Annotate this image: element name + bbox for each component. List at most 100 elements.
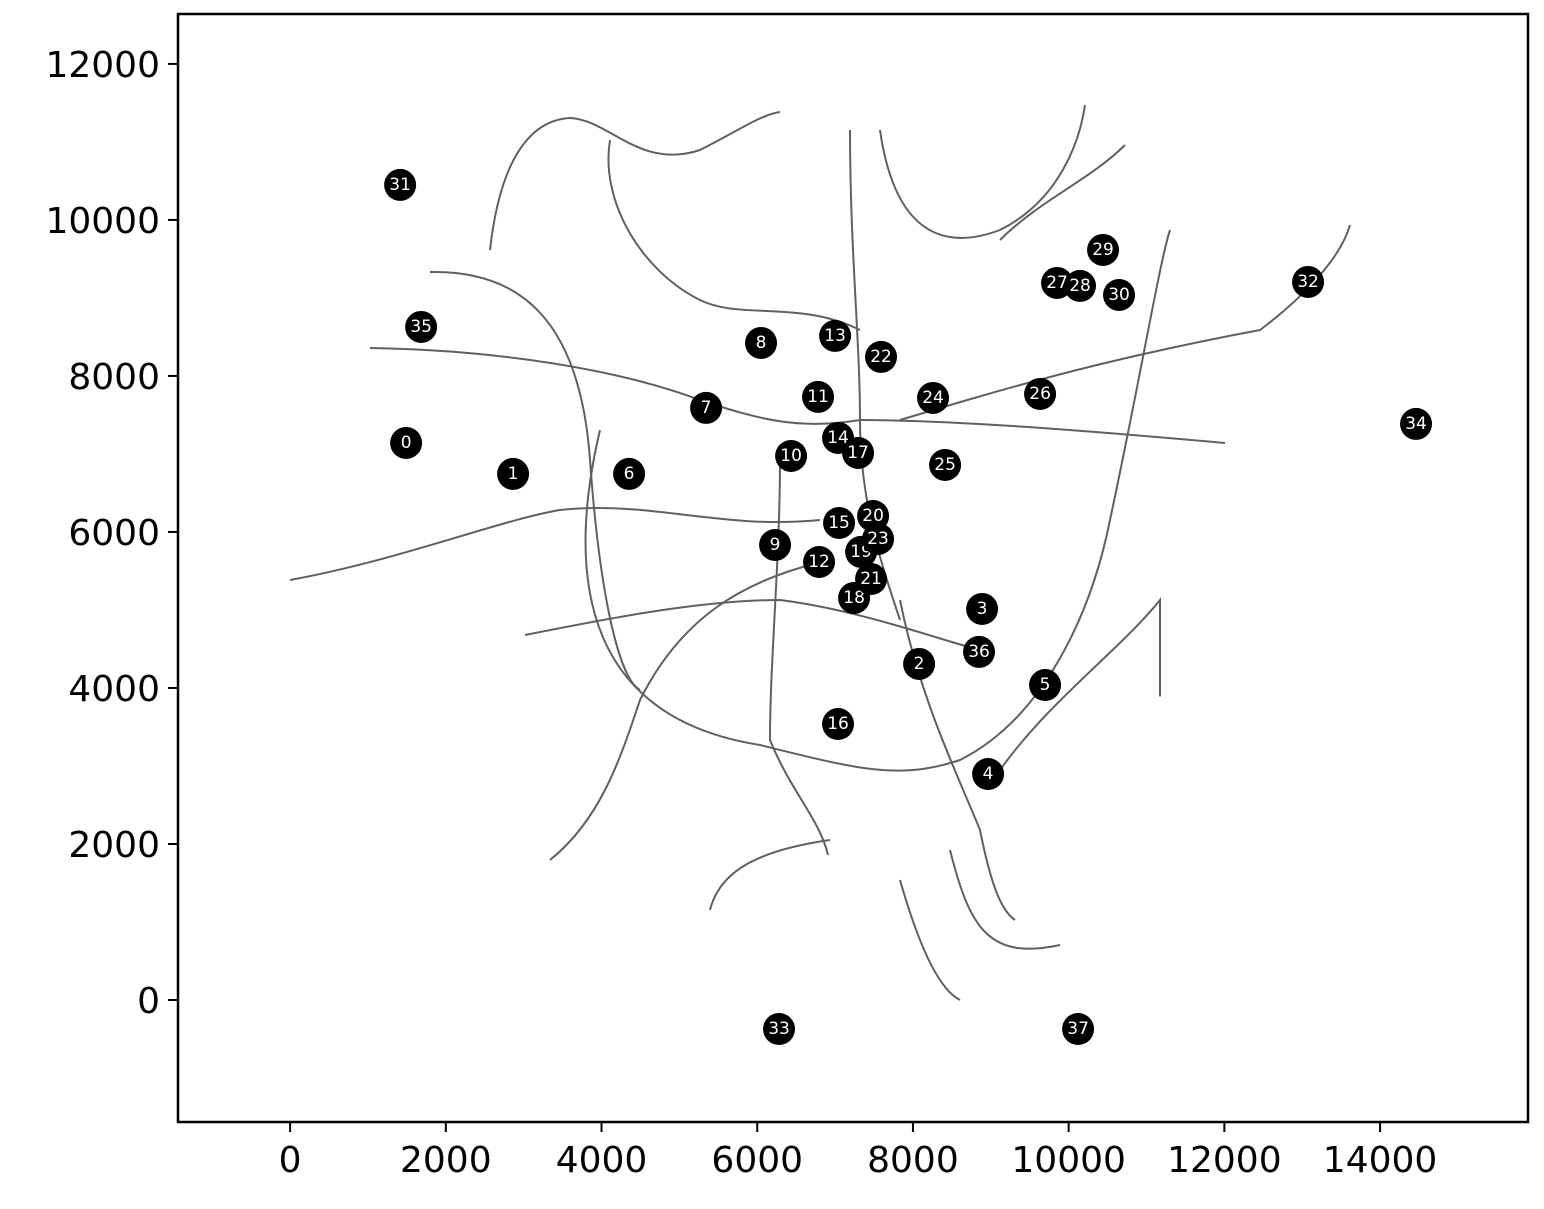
point-label: 12 — [808, 552, 830, 572]
point-label: 21 — [860, 569, 882, 589]
point — [1029, 669, 1062, 702]
x-tick-label: 12000 — [1167, 1140, 1282, 1181]
road — [849, 129, 901, 621]
y-tick-label: 8000 — [68, 357, 160, 398]
y-tick-label: 12000 — [45, 45, 160, 86]
point-label: 17 — [847, 443, 869, 463]
x-tick-label: 4000 — [556, 1140, 648, 1181]
road — [999, 597, 1161, 771]
x-tick-label: 2000 — [400, 1140, 492, 1181]
point-label: 15 — [828, 513, 850, 533]
plot-frame — [176, 12, 1530, 1124]
road — [584, 229, 1171, 772]
point — [775, 439, 808, 472]
road — [369, 347, 861, 425]
point — [1087, 233, 1120, 266]
point — [862, 522, 895, 555]
point — [690, 391, 723, 424]
point — [1103, 278, 1136, 311]
road — [899, 224, 1351, 421]
y-tick-label: 6000 — [68, 513, 160, 554]
x-tick-label: 14000 — [1323, 1140, 1438, 1181]
point-label: 0 — [401, 433, 412, 453]
point-label: 26 — [1029, 384, 1051, 404]
point — [855, 562, 888, 595]
x-tick-label: 10000 — [1011, 1140, 1126, 1181]
point-label: 20 — [862, 506, 884, 526]
point-label: 30 — [1108, 285, 1130, 305]
point-label: 8 — [756, 333, 767, 353]
x-tick-label: 8000 — [867, 1140, 959, 1181]
point — [390, 426, 423, 459]
point — [759, 528, 792, 561]
point-label: 4 — [983, 764, 994, 784]
point — [842, 436, 875, 469]
point-label: 5 — [1040, 675, 1051, 695]
y-tick-label: 4000 — [68, 669, 160, 710]
road — [879, 104, 1086, 239]
point — [763, 1013, 796, 1046]
road — [949, 849, 1061, 950]
point — [1400, 407, 1433, 440]
y-tick-label: 10000 — [45, 201, 160, 242]
point — [903, 647, 936, 680]
point — [613, 457, 646, 490]
point-label: 24 — [922, 388, 944, 408]
point — [405, 310, 438, 343]
point-label: 13 — [824, 326, 846, 346]
road — [429, 270, 641, 691]
point — [865, 340, 898, 373]
point — [966, 592, 999, 625]
y-tick-label: 0 — [137, 981, 160, 1022]
road — [859, 419, 1226, 444]
road — [489, 111, 781, 251]
point — [1062, 1013, 1095, 1046]
point — [917, 381, 950, 414]
point-label: 3 — [977, 599, 988, 619]
point-label: 11 — [807, 387, 829, 407]
point — [803, 545, 836, 578]
point-label: 33 — [768, 1019, 790, 1039]
road — [709, 839, 831, 911]
point — [1064, 269, 1097, 302]
y-tick-label: 2000 — [68, 825, 160, 866]
point — [497, 457, 530, 490]
point — [802, 380, 835, 413]
point-label: 36 — [968, 642, 990, 662]
point — [823, 506, 856, 539]
point-label: 16 — [827, 714, 849, 734]
point-label: 35 — [410, 317, 432, 337]
x-tick-label: 6000 — [711, 1140, 803, 1181]
point-label: 9 — [770, 535, 781, 555]
point — [963, 635, 996, 668]
point — [384, 168, 417, 201]
road — [899, 879, 961, 1001]
point — [1024, 377, 1057, 410]
point-label: 34 — [1405, 414, 1427, 434]
point-label: 22 — [870, 347, 892, 367]
point-label: 29 — [1092, 240, 1114, 260]
road — [524, 598, 981, 651]
point — [929, 448, 962, 481]
point-label: 25 — [934, 455, 956, 475]
point — [972, 758, 1005, 791]
point-label: 1 — [508, 464, 519, 484]
point-label: 6 — [624, 464, 635, 484]
point-label: 28 — [1069, 276, 1091, 296]
road — [999, 144, 1126, 241]
road — [289, 507, 821, 581]
point-label: 14 — [827, 428, 849, 448]
point-label: 27 — [1046, 273, 1068, 293]
point-label: 10 — [780, 446, 802, 466]
x-tick-label: 0 — [279, 1140, 302, 1181]
point-label: 37 — [1067, 1019, 1089, 1039]
point-label: 23 — [867, 529, 889, 549]
road — [607, 139, 861, 331]
road — [549, 559, 831, 861]
point-label: 31 — [389, 175, 411, 195]
point-label: 32 — [1297, 272, 1319, 292]
point — [745, 326, 778, 359]
point — [1292, 265, 1325, 298]
point — [822, 708, 855, 741]
